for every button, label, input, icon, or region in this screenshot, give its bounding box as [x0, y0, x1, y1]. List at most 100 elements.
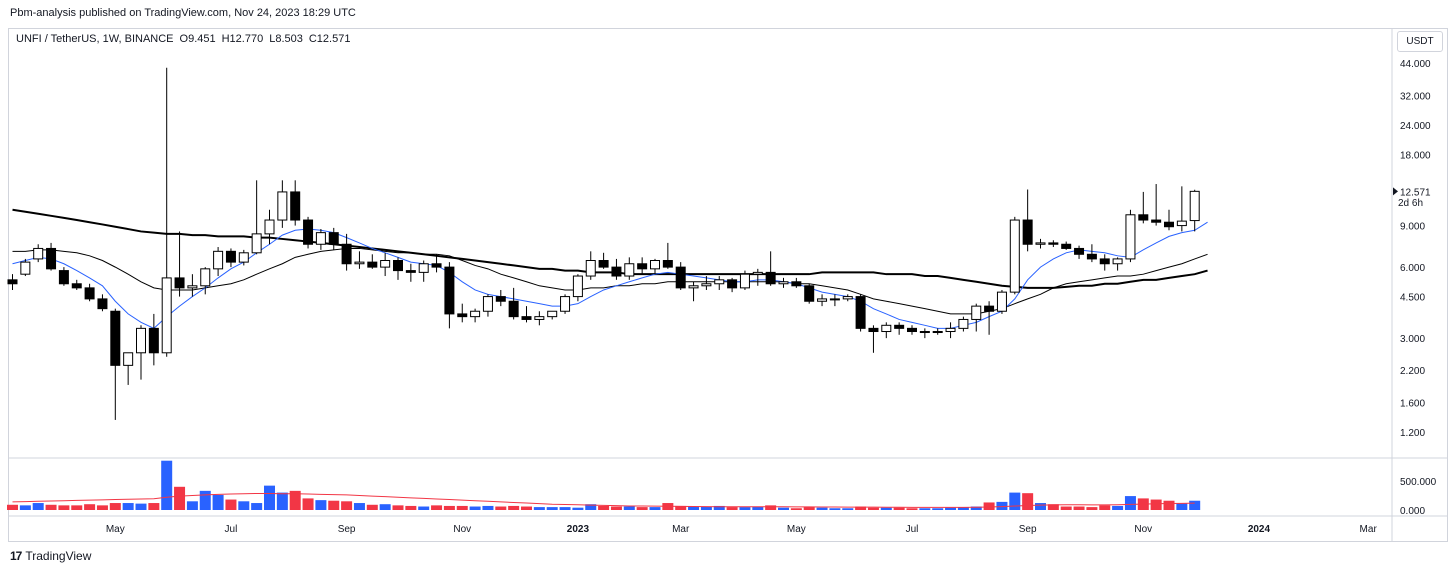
volume-bar — [328, 500, 340, 510]
ma-mid-line — [12, 247, 1208, 315]
volume-bar — [148, 503, 160, 510]
volume-bar — [521, 506, 532, 510]
volume-bar — [572, 507, 584, 510]
candle-body — [187, 285, 198, 289]
volume-bar — [623, 506, 635, 510]
price-tick-label: 2.200 — [1400, 366, 1425, 377]
candle-body — [46, 247, 57, 270]
candle — [1048, 240, 1059, 248]
candle — [110, 308, 121, 420]
candle-body — [804, 285, 815, 302]
tradingview-brand[interactable]: 17 TradingView — [10, 549, 91, 563]
candle-body — [1138, 214, 1149, 221]
volume-bar — [199, 490, 211, 510]
candle-body — [714, 279, 725, 285]
volume-bar — [405, 505, 417, 510]
candle — [534, 311, 545, 326]
candle-body — [367, 261, 378, 268]
volume-bar — [855, 506, 867, 510]
volume-bar — [1073, 506, 1085, 510]
candle — [431, 254, 442, 273]
volume-bar — [546, 507, 558, 510]
candle — [1112, 257, 1123, 271]
candle — [418, 260, 429, 282]
candle-body — [1164, 221, 1174, 228]
price-tick-label: 9.000 — [1400, 222, 1425, 233]
candle-body — [328, 232, 339, 245]
candle — [380, 252, 391, 277]
candle-body — [225, 250, 236, 263]
volume-bar — [186, 501, 198, 510]
time-tick-label: Jul — [906, 524, 919, 535]
candle — [675, 262, 686, 290]
volume-bar — [443, 505, 455, 510]
candle-body — [688, 285, 699, 289]
volume-tick-label: 0.000 — [1400, 506, 1425, 517]
candle-body — [290, 191, 301, 221]
candle — [290, 180, 301, 226]
volume-bar — [726, 507, 738, 510]
candle — [1009, 216, 1020, 295]
candle-body — [58, 270, 69, 285]
candle — [315, 229, 326, 250]
candle — [984, 301, 995, 335]
candle — [341, 233, 352, 271]
candle-body — [1074, 247, 1085, 255]
candle — [791, 277, 802, 288]
candle — [1086, 244, 1097, 263]
volume-bar — [880, 507, 892, 510]
candle — [650, 258, 660, 275]
candle-body — [457, 313, 468, 318]
candle-body — [1022, 219, 1033, 245]
candle-body — [200, 268, 211, 287]
candle-body — [572, 275, 583, 298]
volume-bar — [970, 506, 982, 510]
candle — [714, 276, 725, 290]
candle — [919, 328, 930, 339]
volume-bar — [71, 505, 83, 510]
time-tick-label: 2023 — [567, 524, 590, 535]
volume-bar — [675, 505, 687, 510]
candle — [200, 267, 211, 295]
publish-header: Pbm-analysis published on TradingView.co… — [10, 7, 356, 19]
currency-button[interactable]: USDT — [1397, 31, 1443, 52]
brand-name: TradingView — [25, 549, 92, 563]
candle — [84, 283, 95, 302]
candle — [1022, 189, 1033, 252]
candle — [778, 277, 789, 288]
volume-bar — [84, 504, 96, 510]
candle-body — [971, 305, 982, 320]
volume-bar — [533, 507, 545, 510]
volume-bar — [276, 492, 288, 510]
candle-body — [996, 291, 1007, 312]
candle — [393, 257, 403, 280]
ma-slow-line — [12, 208, 1208, 289]
candle — [97, 294, 108, 312]
candle-body — [868, 327, 879, 333]
volume-bar — [495, 506, 507, 510]
candle-body — [637, 263, 648, 270]
candle-body — [727, 279, 738, 289]
volume-bar — [1047, 504, 1059, 510]
candle — [251, 180, 262, 255]
volume-bar — [122, 503, 134, 510]
volume-bar — [1035, 503, 1046, 510]
candle-body — [277, 191, 288, 221]
candle — [1099, 254, 1110, 271]
candle — [1176, 186, 1187, 232]
volume-bar — [598, 505, 610, 510]
volume-bar — [1009, 492, 1021, 510]
candle-body — [393, 260, 403, 272]
candle-body — [1009, 219, 1020, 293]
candle-body — [20, 261, 31, 275]
volume-bar — [1150, 499, 1162, 510]
candle-body — [752, 271, 763, 275]
candle-body — [650, 260, 660, 270]
candle — [829, 294, 840, 307]
candle-body — [71, 283, 82, 289]
legend-high: H12.770 — [221, 33, 264, 45]
candle-body — [945, 327, 956, 333]
price-tick-label: 44.000 — [1400, 59, 1431, 70]
candle — [495, 289, 506, 307]
